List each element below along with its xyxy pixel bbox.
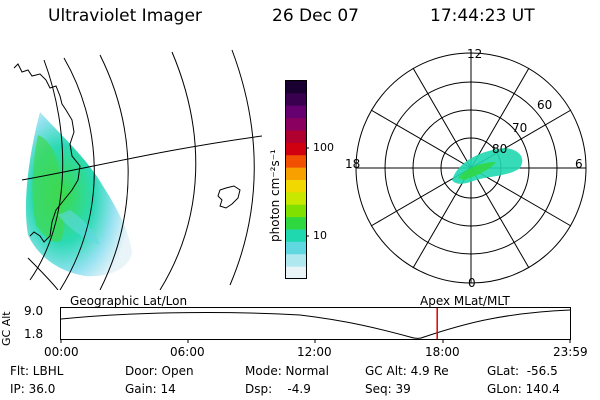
- timeline-tick-2359: 23:59: [553, 345, 588, 359]
- colorbar-segment: [286, 229, 306, 243]
- colorbar-segment: [286, 241, 306, 255]
- timeline-right-title: Apex MLat/MLT: [420, 294, 510, 308]
- colorbar-segment: [286, 204, 306, 218]
- colorbar-segment: [286, 118, 306, 131]
- timeline-tick-0000: 00:00: [44, 345, 79, 359]
- colorbar: [285, 80, 309, 280]
- colorbar-segment: [286, 142, 306, 156]
- info-glat: GLat: -56.5: [487, 364, 558, 378]
- info-gc-alt: GC Alt: 4.9 Re: [365, 364, 449, 378]
- polar-label-6: 6: [575, 157, 583, 171]
- colorbar-segment: [286, 93, 306, 107]
- colorbar-segment: [286, 167, 306, 181]
- timeline-left-title: Geographic Lat/Lon: [70, 294, 188, 308]
- info-gain: Gain: 14: [125, 382, 176, 396]
- polar-label-12: 12: [467, 47, 483, 61]
- colorbar-segment: [286, 81, 306, 94]
- polar-lat-80: 80: [492, 142, 508, 156]
- timeline-tick-0600: 06:00: [170, 345, 205, 359]
- timeline-ylabel: GC Alt: [0, 311, 13, 346]
- info-filter: Flt: LBHL: [10, 364, 64, 378]
- timeline-ymax: 9.0: [24, 304, 44, 318]
- geographic-map: [13, 49, 262, 290]
- colorbar-segment: [286, 217, 306, 230]
- info-glon: GLon: 140.4: [487, 382, 560, 396]
- instrument-title: Ultraviolet Imager: [48, 6, 202, 26]
- altitude-curve: [60, 309, 571, 339]
- colorbar-tick-100: 100: [313, 141, 334, 154]
- colorbar-segment: [286, 266, 306, 280]
- colorbar-tick-10: 10: [313, 229, 327, 242]
- info-door: Door: Open: [125, 364, 194, 378]
- time-label: 17:44:23 UT: [430, 6, 535, 26]
- polar-lat-60: 60: [537, 98, 553, 112]
- polar-lat-70: 70: [512, 121, 528, 135]
- colorbar-segment: [286, 180, 306, 193]
- info-mode: Mode: Normal: [245, 364, 329, 378]
- polar-label-18: 18: [345, 157, 361, 171]
- polar-plot: [355, 52, 587, 284]
- timeline-plot: [60, 307, 571, 343]
- colorbar-segment: [286, 155, 306, 169]
- colorbar-segment: [286, 105, 306, 119]
- timeline-tick-1800: 18:00: [425, 345, 460, 359]
- aurora-core: [32, 135, 64, 242]
- date-label: 26 Dec 07: [272, 6, 359, 26]
- colorbar-segment: [286, 254, 306, 268]
- colorbar-segment: [286, 192, 306, 206]
- timeline-tick-1200: 12:00: [297, 345, 332, 359]
- info-dsp: Dsp: -4.9: [245, 382, 311, 396]
- colorbar-label: photon cm⁻²s⁻¹: [268, 149, 282, 242]
- colorbar-segment: [286, 130, 306, 144]
- info-seq: Seq: 39: [365, 382, 411, 396]
- timeline-ymin: 1.8: [24, 327, 44, 341]
- coastline: [13, 63, 241, 243]
- polar-label-0: 0: [468, 276, 476, 290]
- info-ip: IP: 36.0: [10, 382, 56, 396]
